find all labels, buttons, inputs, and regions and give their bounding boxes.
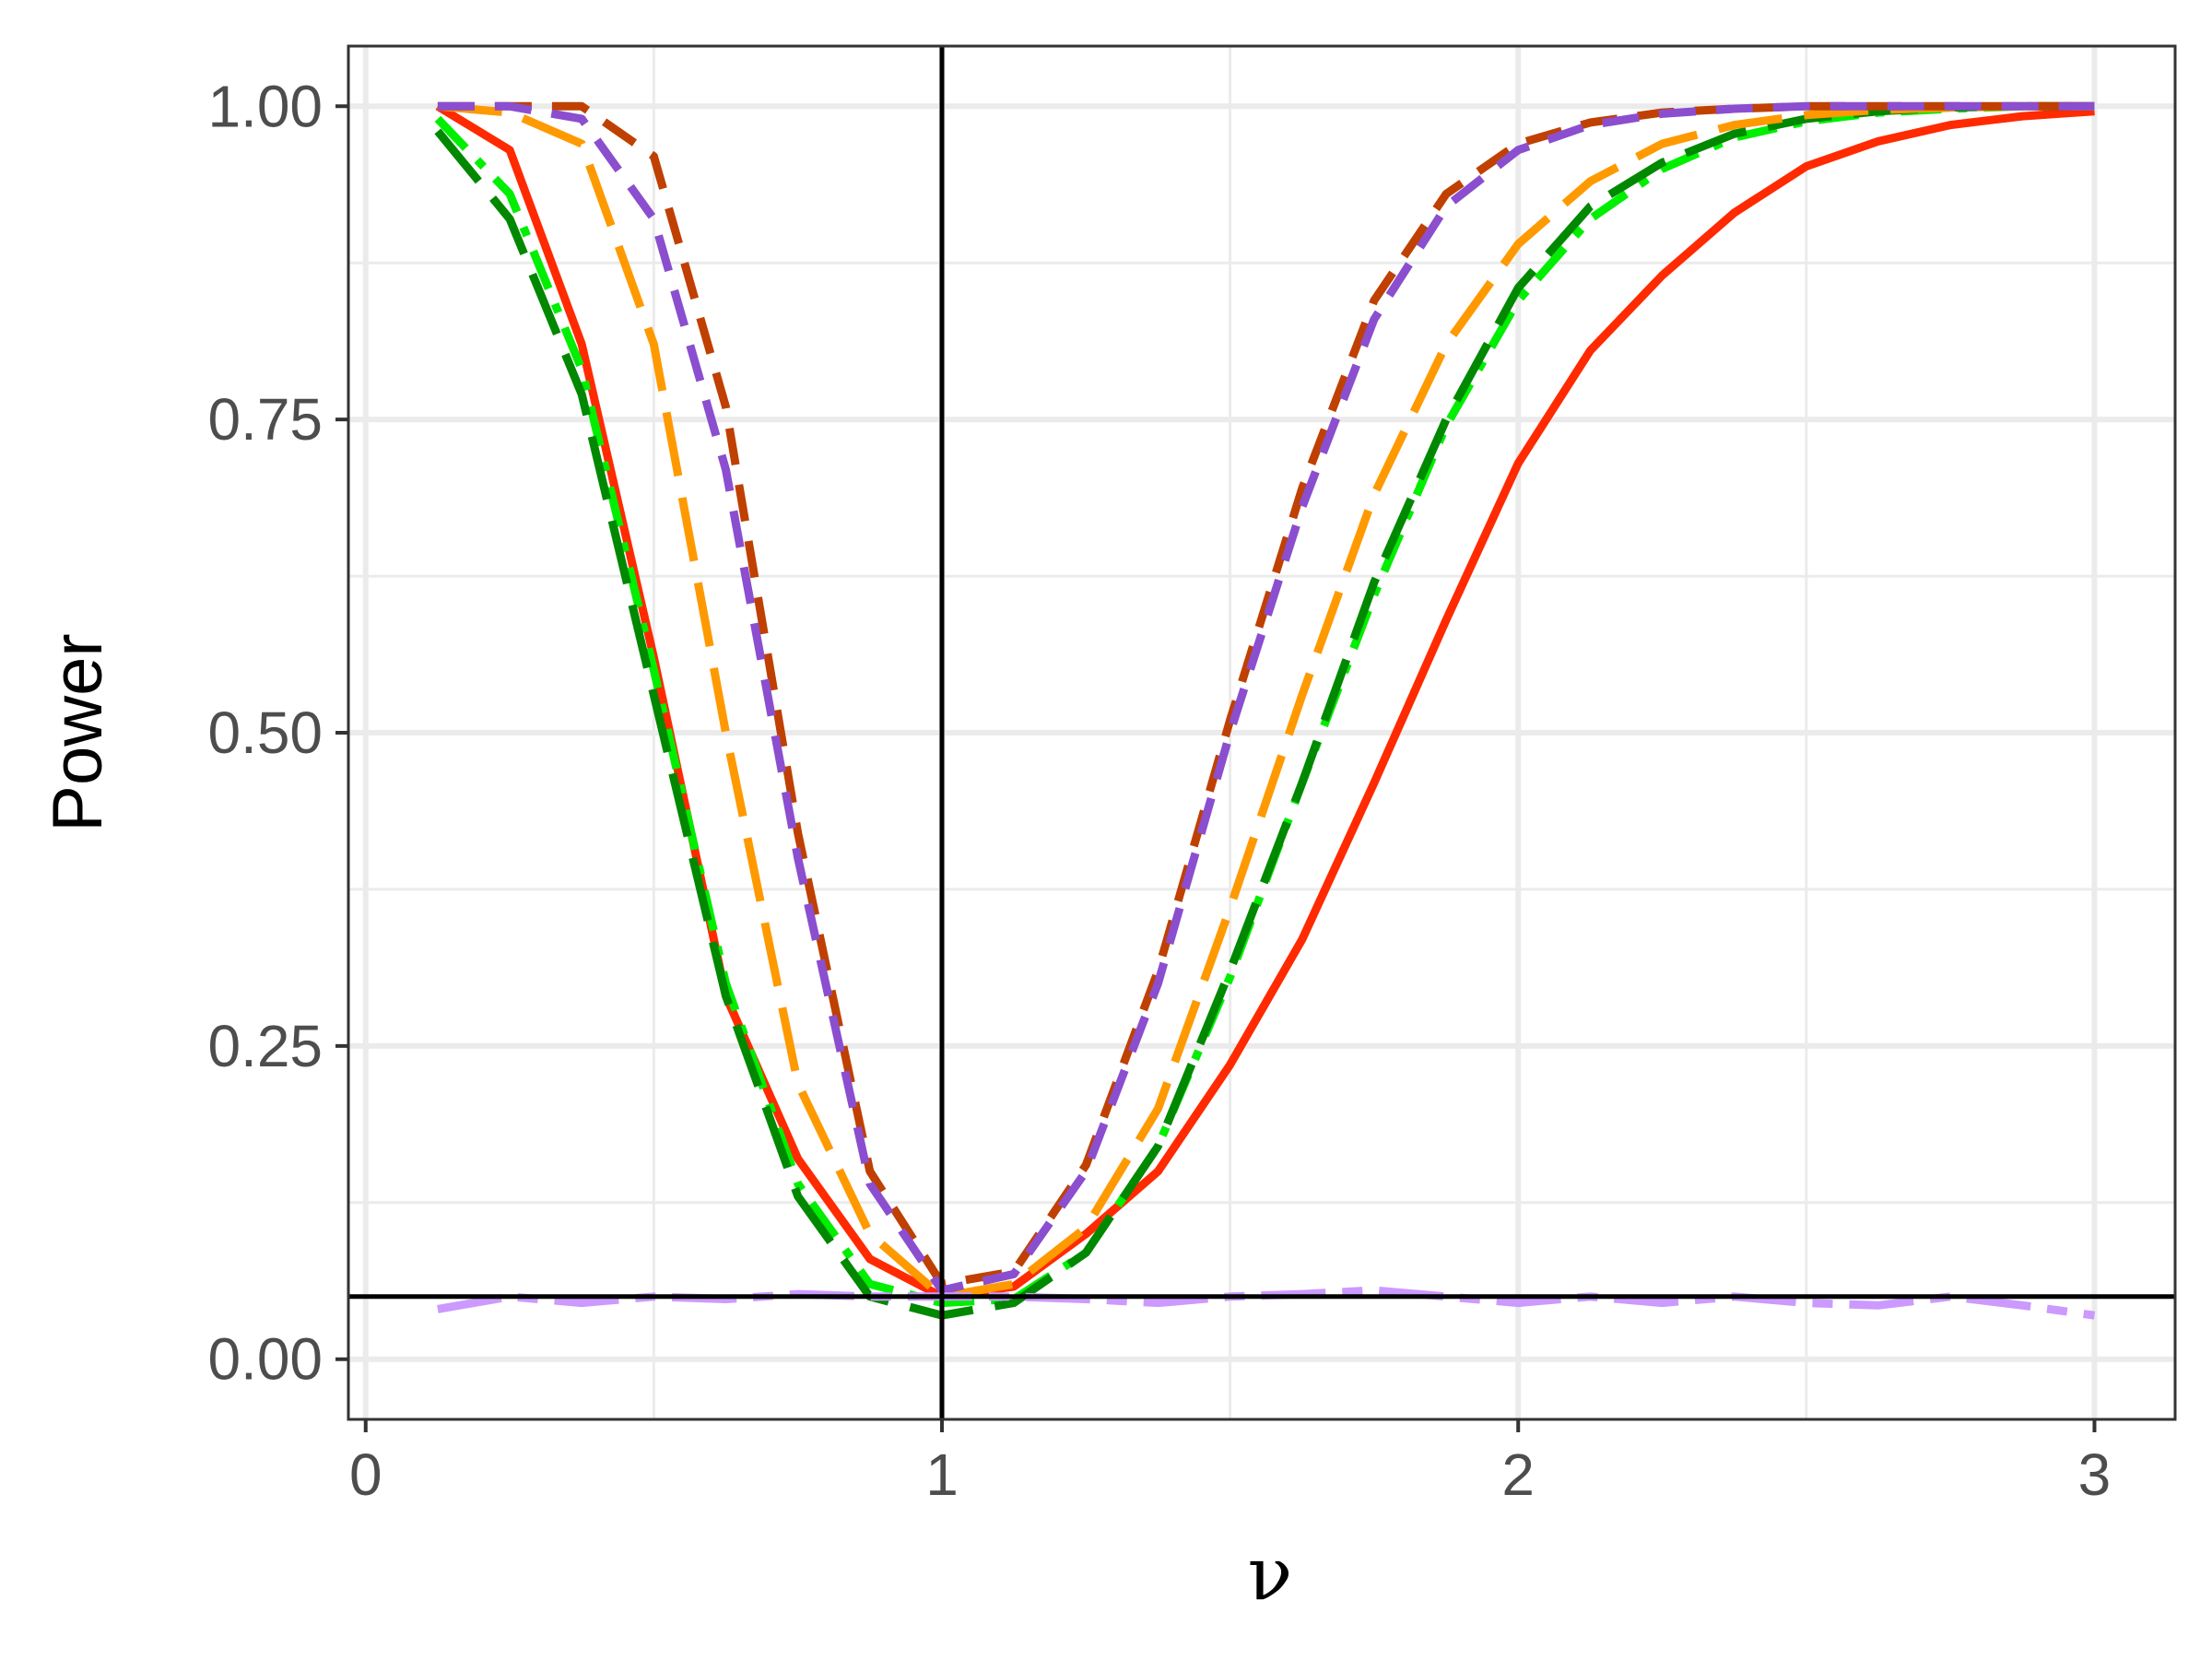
x-axis-title: ν <box>1248 1531 1293 1617</box>
reference-lines <box>348 46 2175 1419</box>
x-axis-ticks: 0 1 2 3 <box>349 1419 2111 1508</box>
y-tick-label: 0.75 <box>207 386 323 453</box>
y-axis-title: Power <box>39 633 117 831</box>
series-line-6 <box>437 101 2095 1295</box>
y-tick-label: 0.25 <box>207 1013 323 1079</box>
x-tick-label: 2 <box>1501 1441 1535 1508</box>
y-tick-label: 0.00 <box>207 1326 323 1393</box>
y-axis-ticks: 0.00 0.25 0.50 0.75 1.00 <box>207 73 348 1393</box>
x-tick-label: 1 <box>925 1441 959 1508</box>
y-tick-label: 0.50 <box>207 700 323 766</box>
x-tick-label: 0 <box>349 1441 382 1508</box>
series-line-5 <box>437 101 2095 1288</box>
series-line-4 <box>437 101 2095 1301</box>
series-line-1 <box>435 102 2095 1301</box>
data-series <box>434 101 2096 1320</box>
x-tick-label: 3 <box>2078 1441 2112 1508</box>
y-tick-label: 1.00 <box>207 73 323 139</box>
